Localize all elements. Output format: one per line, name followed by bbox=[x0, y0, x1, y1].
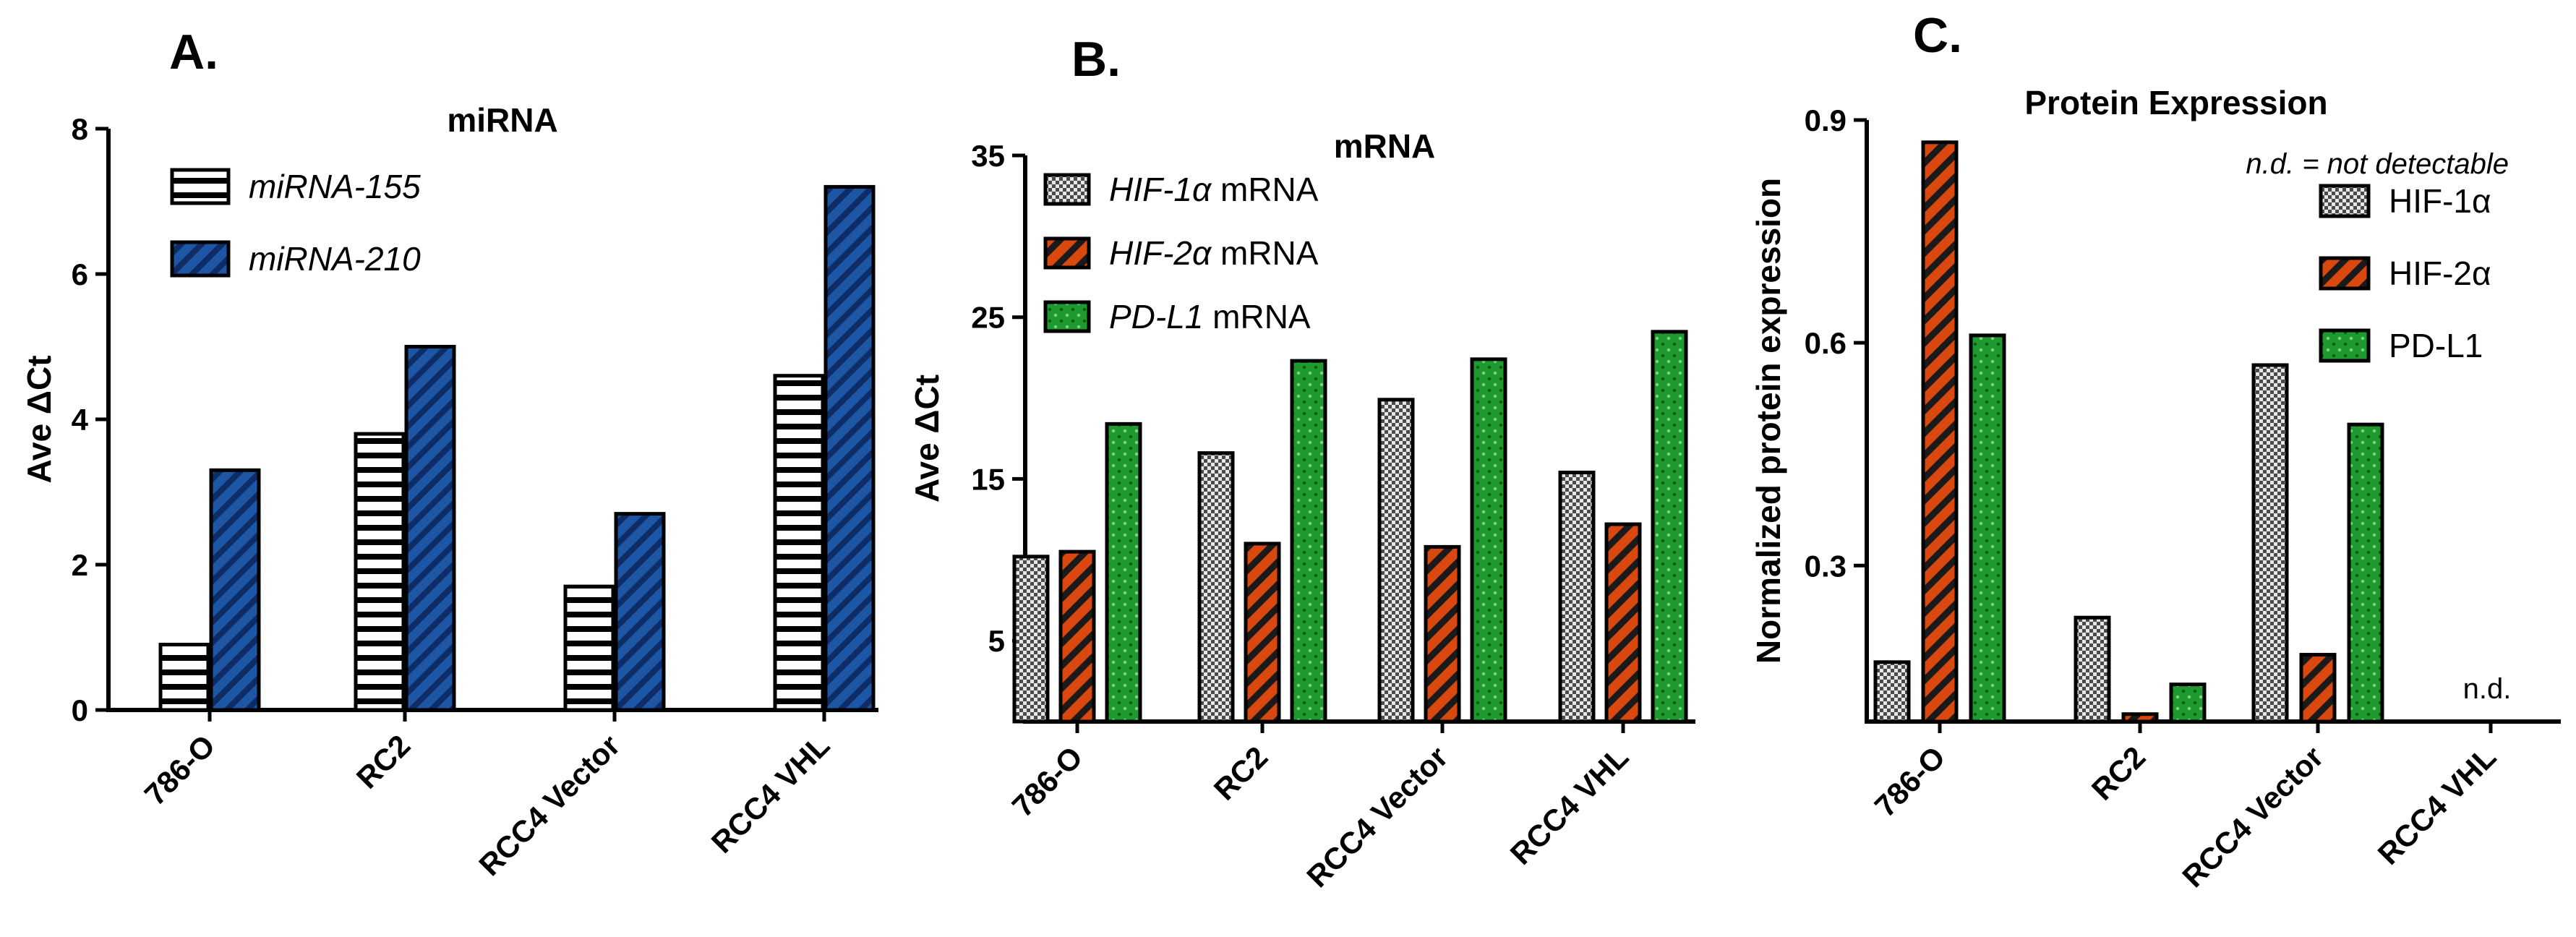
bar-mirna-155-rcc4-vector bbox=[563, 584, 615, 712]
chart-panel-c: C. Protein Expression 0.3 0.6 0.9 Normalized … bbox=[1750, 8, 2561, 894]
legend-label-hif-2: HIF-2α mRNA bbox=[1109, 234, 1319, 272]
x-tick-label: 786-O bbox=[138, 728, 222, 812]
y-axis-label: Ave ΔCt bbox=[908, 375, 946, 502]
x-tick-label: RC2 bbox=[1207, 740, 1275, 807]
y-axis-label: Ave ΔCt bbox=[20, 355, 58, 483]
bar-pd-l1-786-o bbox=[1105, 422, 1142, 724]
legend: miRNA-155 miRNA-210 bbox=[170, 168, 421, 278]
y-tick-label: 35 bbox=[971, 139, 1005, 173]
legend-swatch-hif-1 bbox=[2319, 184, 2371, 218]
legend: HIF-1α mRNA HIF-2α mRNA PD-L1 mRNA bbox=[1043, 171, 1319, 335]
bar-pd-l1-rcc4-vhl bbox=[1651, 330, 1688, 724]
chart-title: Protein Expression bbox=[2024, 84, 2327, 121]
legend-label-pd-l1: PD-L1 mRNA bbox=[1109, 298, 1311, 335]
bar-pd-l1-rc2 bbox=[1290, 359, 1327, 724]
legend-label-pd-l1: PD-L1 bbox=[2389, 327, 2483, 364]
y-tick-label: 6 bbox=[72, 257, 88, 291]
y-tick-label: 0.6 bbox=[1805, 326, 1847, 360]
legend-swatch-pd-l1 bbox=[2319, 328, 2371, 363]
bar-mirna-210-rc2 bbox=[404, 345, 456, 712]
bar-hif-2-rcc4-vhl bbox=[1604, 522, 1642, 724]
panel-letter: A. bbox=[169, 25, 218, 80]
bar-hif-2-rcc4-vector bbox=[2299, 653, 2337, 724]
y-tick-label: 4 bbox=[72, 403, 89, 437]
panel-letter: B. bbox=[1071, 32, 1121, 87]
bar-pd-l1-rc2 bbox=[2169, 683, 2207, 724]
bar-hif-1-786-o bbox=[1873, 660, 1911, 724]
legend-label-hif-1: HIF-1α mRNA bbox=[1109, 171, 1319, 208]
bar-pd-l1-786-o bbox=[1969, 333, 2006, 724]
bar-mirna-155-786-o bbox=[158, 643, 210, 712]
bar-hif-2-786-o bbox=[1921, 140, 1959, 724]
chart-panel-a: A. miRNA 0 2 4 6 8 Ave ΔCt 786-O RC2 RCC4 Vector RC… bbox=[20, 25, 878, 882]
x-tick-label: RCC4 VHL bbox=[705, 728, 836, 860]
bar-hif-1-rcc4-vector bbox=[1377, 398, 1415, 724]
legend: HIF-1α HIF-2α PD-L1 bbox=[2319, 182, 2491, 364]
legend-swatch-hif-2 bbox=[2319, 256, 2371, 291]
y-tick-label: 15 bbox=[971, 462, 1005, 496]
bar-pd-l1-rcc4-vector bbox=[1470, 357, 1507, 724]
legend-label-hif-2: HIF-2α bbox=[2389, 254, 2491, 292]
nd-label: n.d. bbox=[2463, 673, 2512, 705]
x-tick-label: RCC4 Vector bbox=[472, 728, 626, 882]
chart-title: miRNA bbox=[447, 101, 557, 139]
x-tick-label: 786-O bbox=[1868, 740, 1952, 823]
x-tick-label: 786-O bbox=[1006, 740, 1090, 823]
x-tick-label: RC2 bbox=[2085, 740, 2152, 807]
x-tick-label: RCC4 Vector bbox=[1300, 740, 1454, 894]
legend-label-mirna-155: miRNA-155 bbox=[249, 168, 421, 205]
bar-hif-2-rc2 bbox=[1244, 542, 1281, 724]
y-tick-label: 2 bbox=[72, 548, 88, 582]
x-tick-label: RCC4 VHL bbox=[2371, 740, 2503, 871]
y-tick-label: 8 bbox=[72, 112, 88, 146]
y-tick-label: 25 bbox=[971, 301, 1005, 335]
bar-hif-1-rcc4-vhl bbox=[1558, 470, 1596, 724]
chart-title: mRNA bbox=[1334, 127, 1436, 165]
legend-swatch-mirna-155 bbox=[170, 168, 231, 205]
bar-hif-2-rcc4-vector bbox=[1424, 544, 1461, 724]
bar-mirna-210-786-o bbox=[209, 468, 261, 712]
legend-label-mirna-210: miRNA-210 bbox=[249, 240, 421, 278]
legend-label-hif-1: HIF-1α bbox=[2389, 182, 2491, 220]
note-text: n.d. = not detectable bbox=[2246, 148, 2509, 180]
bar-hif-1-rc2 bbox=[2074, 615, 2111, 724]
legend-swatch-mirna-210 bbox=[170, 240, 231, 278]
panel-letter: C. bbox=[1913, 8, 1962, 63]
y-tick-label: 0.9 bbox=[1805, 103, 1847, 137]
bar-mirna-210-rcc4-vector bbox=[614, 512, 666, 712]
chart-panel-b: B. mRNA 5 15 25 35 Ave ΔCt 786-O RC2 RCC4 Vector R… bbox=[908, 32, 1695, 894]
y-tick-label: 0.3 bbox=[1805, 549, 1847, 583]
bar-hif-2-rc2 bbox=[2121, 712, 2159, 724]
bar-hif-1-786-o bbox=[1012, 555, 1050, 724]
legend-swatch-hif-2 bbox=[1043, 236, 1091, 270]
bar-pd-l1-rcc4-vector bbox=[2347, 422, 2384, 724]
x-tick-label: RCC4 Vector bbox=[2175, 740, 2329, 894]
y-axis-label: Normalized protein expression bbox=[1750, 178, 1787, 664]
legend-swatch-hif-1 bbox=[1043, 173, 1091, 206]
y-tick-label: 5 bbox=[988, 624, 1005, 658]
bar-mirna-155-rc2 bbox=[354, 432, 406, 712]
bar-hif-2-786-o bbox=[1058, 549, 1096, 724]
bar-mirna-210-rcc4-vhl bbox=[823, 184, 876, 712]
x-tick-label: RC2 bbox=[350, 728, 417, 795]
bar-mirna-155-rcc4-vhl bbox=[773, 374, 825, 712]
x-tick-label: RCC4 VHL bbox=[1504, 740, 1635, 871]
bar-hif-1-rcc4-vector bbox=[2251, 363, 2289, 724]
bar-hif-1-rc2 bbox=[1197, 451, 1235, 724]
y-tick-label: 0 bbox=[72, 693, 88, 727]
legend-swatch-pd-l1 bbox=[1043, 300, 1091, 333]
